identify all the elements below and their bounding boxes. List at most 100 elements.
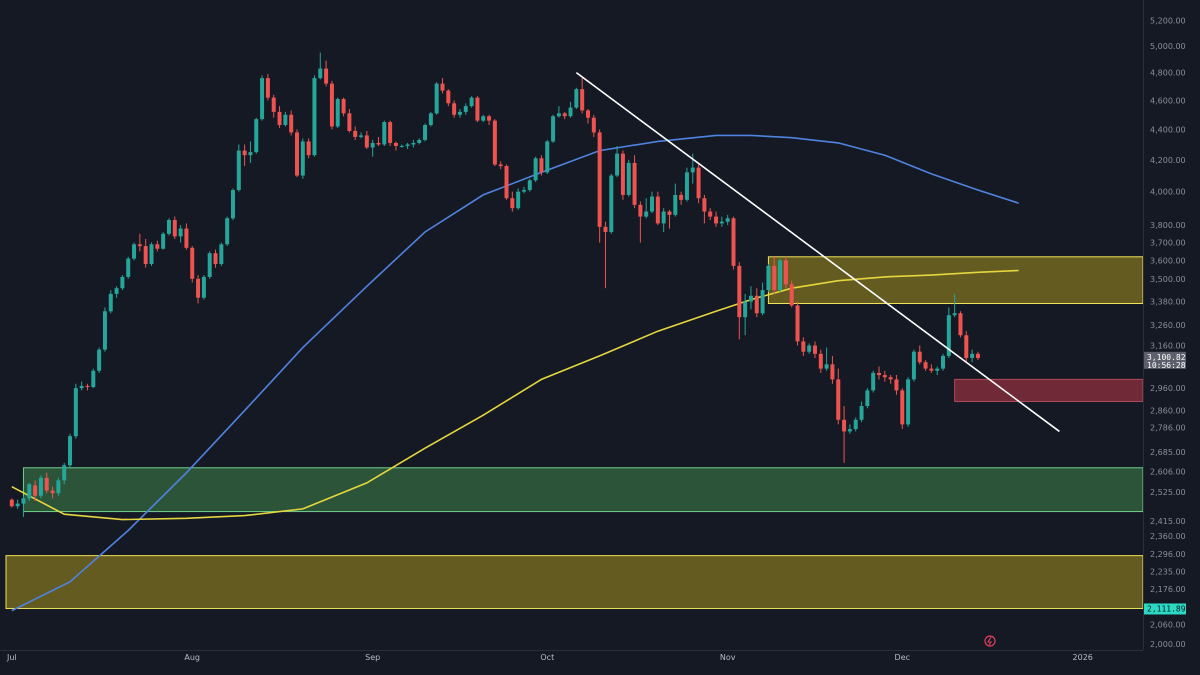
candle[interactable] — [882, 370, 887, 382]
candle[interactable] — [492, 119, 497, 167]
candle[interactable] — [632, 155, 637, 209]
candle[interactable] — [923, 360, 928, 371]
zone-0[interactable] — [767, 256, 1144, 304]
candle[interactable] — [120, 275, 125, 291]
candle[interactable] — [97, 347, 102, 373]
candle[interactable] — [132, 242, 137, 261]
candle[interactable] — [929, 364, 934, 373]
candle[interactable] — [341, 97, 346, 117]
candle[interactable] — [655, 191, 660, 226]
candle[interactable] — [248, 141, 253, 163]
candle[interactable] — [725, 214, 730, 226]
candle[interactable] — [603, 221, 608, 289]
candle[interactable] — [917, 345, 922, 365]
candle[interactable] — [865, 388, 870, 409]
candle[interactable] — [935, 366, 940, 376]
candle[interactable] — [888, 375, 893, 384]
candle[interactable] — [126, 256, 131, 279]
candle[interactable] — [196, 275, 201, 304]
candle[interactable] — [178, 225, 183, 243]
candle[interactable] — [271, 94, 276, 118]
candle[interactable] — [719, 216, 724, 227]
candle[interactable] — [783, 256, 788, 289]
candle[interactable] — [708, 208, 713, 220]
candle[interactable] — [859, 401, 864, 423]
candle[interactable] — [155, 240, 160, 252]
candle[interactable] — [644, 198, 649, 219]
candle[interactable] — [184, 223, 189, 250]
candle[interactable] — [795, 301, 800, 346]
candle[interactable] — [975, 351, 980, 361]
candle[interactable] — [21, 495, 26, 517]
zone-3[interactable] — [5, 555, 1144, 609]
candle[interactable] — [556, 106, 561, 118]
candle[interactable] — [242, 144, 247, 167]
candle[interactable] — [545, 139, 550, 174]
zone-1[interactable] — [954, 378, 1144, 403]
candle[interactable] — [38, 475, 43, 499]
candle[interactable] — [295, 129, 299, 178]
candle[interactable] — [143, 239, 148, 268]
candle[interactable] — [650, 191, 655, 214]
candle[interactable] — [562, 111, 567, 120]
candle[interactable] — [591, 114, 596, 137]
candle[interactable] — [533, 156, 538, 182]
candle[interactable] — [102, 307, 107, 352]
candle[interactable] — [50, 486, 55, 499]
candle[interactable] — [201, 275, 206, 300]
candle[interactable] — [411, 139, 416, 148]
candle[interactable] — [190, 246, 195, 283]
candle[interactable] — [900, 388, 905, 430]
candle[interactable] — [463, 103, 468, 115]
candle[interactable] — [108, 290, 113, 314]
lightning-icon[interactable] — [984, 635, 996, 647]
candle[interactable] — [469, 96, 474, 108]
candle[interactable] — [510, 191, 515, 212]
candle[interactable] — [696, 164, 701, 204]
candle[interactable] — [527, 178, 532, 192]
candle[interactable] — [393, 141, 398, 151]
candle[interactable] — [667, 209, 672, 229]
candle[interactable] — [300, 138, 305, 179]
candle[interactable] — [68, 433, 73, 468]
candle[interactable] — [853, 417, 858, 432]
candle[interactable] — [679, 191, 684, 205]
zone-2[interactable] — [22, 467, 1144, 513]
candle[interactable] — [359, 132, 364, 139]
candle[interactable] — [894, 375, 899, 395]
candle[interactable] — [498, 161, 503, 170]
candle[interactable] — [9, 498, 14, 508]
candle[interactable] — [638, 201, 643, 243]
candle[interactable] — [754, 288, 759, 318]
candle[interactable] — [952, 293, 957, 318]
candle[interactable] — [289, 110, 294, 136]
candle[interactable] — [836, 368, 841, 425]
candle[interactable] — [15, 499, 20, 509]
candle[interactable] — [714, 211, 719, 227]
candle[interactable] — [399, 144, 404, 148]
candle[interactable] — [91, 368, 96, 389]
candle[interactable] — [27, 482, 32, 501]
candle[interactable] — [457, 109, 462, 118]
candle[interactable] — [44, 472, 49, 494]
candle[interactable] — [33, 480, 38, 501]
candle[interactable] — [265, 74, 270, 101]
candle[interactable] — [684, 167, 689, 202]
candle[interactable] — [423, 123, 428, 142]
candle[interactable] — [347, 109, 352, 133]
candle[interactable] — [661, 208, 666, 233]
candle[interactable] — [306, 138, 311, 159]
candle[interactable] — [452, 100, 457, 118]
candle[interactable] — [737, 262, 742, 340]
candle[interactable] — [911, 349, 916, 382]
candle[interactable] — [335, 97, 340, 128]
candle[interactable] — [62, 462, 67, 485]
candle[interactable] — [137, 233, 142, 252]
candle[interactable] — [283, 111, 288, 127]
candle[interactable] — [609, 173, 614, 234]
candle[interactable] — [376, 136, 381, 146]
candle[interactable] — [748, 286, 753, 310]
price-line-badge[interactable]: 2,111.89 — [1144, 603, 1186, 615]
candle[interactable] — [620, 150, 625, 200]
candle[interactable] — [789, 280, 794, 308]
